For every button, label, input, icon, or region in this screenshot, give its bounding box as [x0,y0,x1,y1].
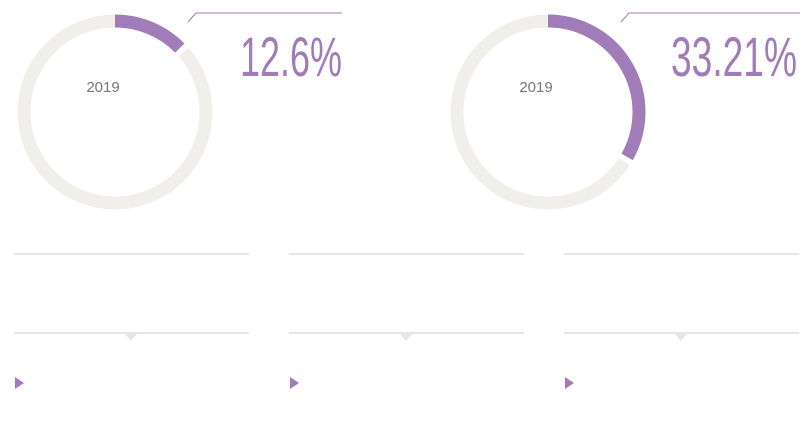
donut-gap [174,42,190,58]
center-label: 2019 [519,79,552,96]
center-label: 2019 [86,79,119,96]
panels [14,253,799,334]
bullet [565,377,574,389]
notches [124,333,688,341]
bullets [15,377,574,389]
notch [399,333,413,341]
bullet [15,377,24,389]
bullet [290,377,299,389]
leader-line [620,12,800,23]
notch [124,333,138,341]
leader-line [187,12,342,23]
value-label: 12.6% [240,25,342,88]
donut-arc [114,14,185,53]
donut-gap [618,153,634,166]
notch [674,333,688,341]
value-label: 33.21% [671,25,797,88]
donut-arc [547,14,646,161]
